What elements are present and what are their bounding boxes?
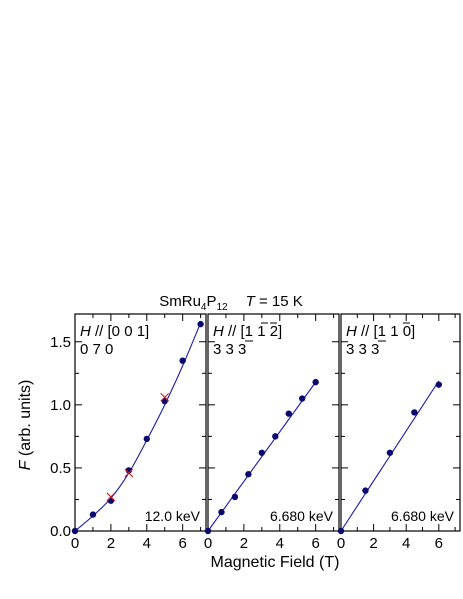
- field-symbol: H: [213, 323, 224, 340]
- cross-point: [124, 468, 134, 478]
- energy-label: 6.680 keV: [391, 508, 455, 524]
- data-point: [386, 449, 394, 456]
- field-direction-label: H // [1 1 2]: [213, 323, 282, 340]
- data-point: [218, 508, 225, 516]
- panel-left: 0 2 4 6 0.0 0.5 1.0 1.5 H // [0 0 1]0 7 0 12.0 ke…: [50, 313, 207, 552]
- title-compound: SmRu: [159, 293, 201, 310]
- x-tick-label: 0: [71, 535, 79, 552]
- data-point: [231, 493, 239, 501]
- field-symbol: H: [346, 323, 357, 340]
- y-tick-label: 0.0: [50, 523, 71, 540]
- data-point: [258, 449, 266, 456]
- panel-frame: [340, 313, 461, 532]
- cross-point: [160, 392, 170, 402]
- reflection-label: 3 3 3: [346, 341, 379, 358]
- data-point: [204, 527, 212, 535]
- panel-middle: 0 2 4 6 H // [1 1 2]3 3 3 6.680 keV: [204, 313, 340, 552]
- energy-label: 6.680 keV: [270, 508, 334, 524]
- data-point: [362, 487, 369, 494]
- x-axis-label: Magnetic Field (T): [211, 554, 340, 571]
- x-tick-label: 2: [369, 535, 377, 552]
- cross-point: [106, 492, 116, 502]
- title-sub2: 12: [217, 302, 229, 313]
- field-direction: // [1 1 0]: [357, 323, 415, 340]
- title-p: P: [206, 293, 216, 310]
- y-tick-label: 1.5: [50, 334, 71, 351]
- panel-frame: [74, 313, 207, 532]
- panels-group: 0 2 4 6 0.0 0.5 1.0 1.5 H // [0 0 1]0 7 0 12.0 ke…: [50, 313, 461, 552]
- x-tick-label: 6: [311, 535, 319, 552]
- data-point: [89, 511, 97, 518]
- field-direction: // [1 1 2]: [224, 323, 282, 340]
- y-axis-label: F (arb. units): [17, 380, 34, 471]
- field-direction-label: H // [0 0 1]: [80, 323, 149, 340]
- data-point: [411, 409, 418, 416]
- data-point: [197, 320, 204, 328]
- x-tick-label: 6: [178, 535, 186, 552]
- reflection-label: 0 7 0: [80, 341, 113, 358]
- field-direction-label: H // [1 1 0]: [346, 323, 415, 340]
- x-tick-label: 4: [143, 535, 151, 552]
- panel-right: 0 2 4 6 H // [1 1 0]3 3 3 6.680 keV: [337, 313, 461, 552]
- x-tick-label: 4: [402, 535, 410, 552]
- field-direction: // [0 0 1]: [91, 323, 149, 340]
- data-point: [285, 410, 292, 417]
- data-point: [299, 395, 306, 402]
- reflection-label: 3 3 3: [213, 341, 246, 358]
- y-tick-label: 0.5: [50, 460, 71, 477]
- x-tick-label: 0: [337, 535, 345, 552]
- title-temp-var: T: [246, 293, 257, 310]
- chart-title: SmRu4P12 T = 15 K: [159, 293, 303, 313]
- data-point: [245, 471, 252, 478]
- x-tick-label: 0: [204, 535, 212, 552]
- panel-frame: [207, 313, 340, 532]
- data-point: [179, 357, 186, 364]
- fit-line: [207, 381, 317, 532]
- data-point: [272, 433, 279, 440]
- x-tick-label: 4: [276, 535, 284, 552]
- field-symbol: H: [80, 323, 91, 340]
- energy-label: 12.0 keV: [145, 508, 201, 524]
- cross-stroke: [160, 392, 170, 402]
- data-point: [143, 435, 150, 443]
- data-point: [71, 527, 79, 535]
- y-tick-label: 1.0: [50, 397, 71, 414]
- data-point: [337, 527, 345, 535]
- data-point: [312, 378, 319, 386]
- x-tick-label: 2: [240, 535, 248, 552]
- cross-stroke: [106, 492, 116, 502]
- title-temp-rest: = 15 K: [255, 293, 303, 310]
- title-sub1: 4: [201, 302, 207, 313]
- y-axis-label-rest: (arb. units): [17, 380, 34, 461]
- y-axis-label-var: F: [17, 459, 34, 470]
- x-tick-label: 2: [107, 535, 115, 552]
- data-point: [435, 381, 443, 388]
- x-tick-label: 6: [435, 535, 443, 552]
- cross-stroke: [124, 468, 134, 478]
